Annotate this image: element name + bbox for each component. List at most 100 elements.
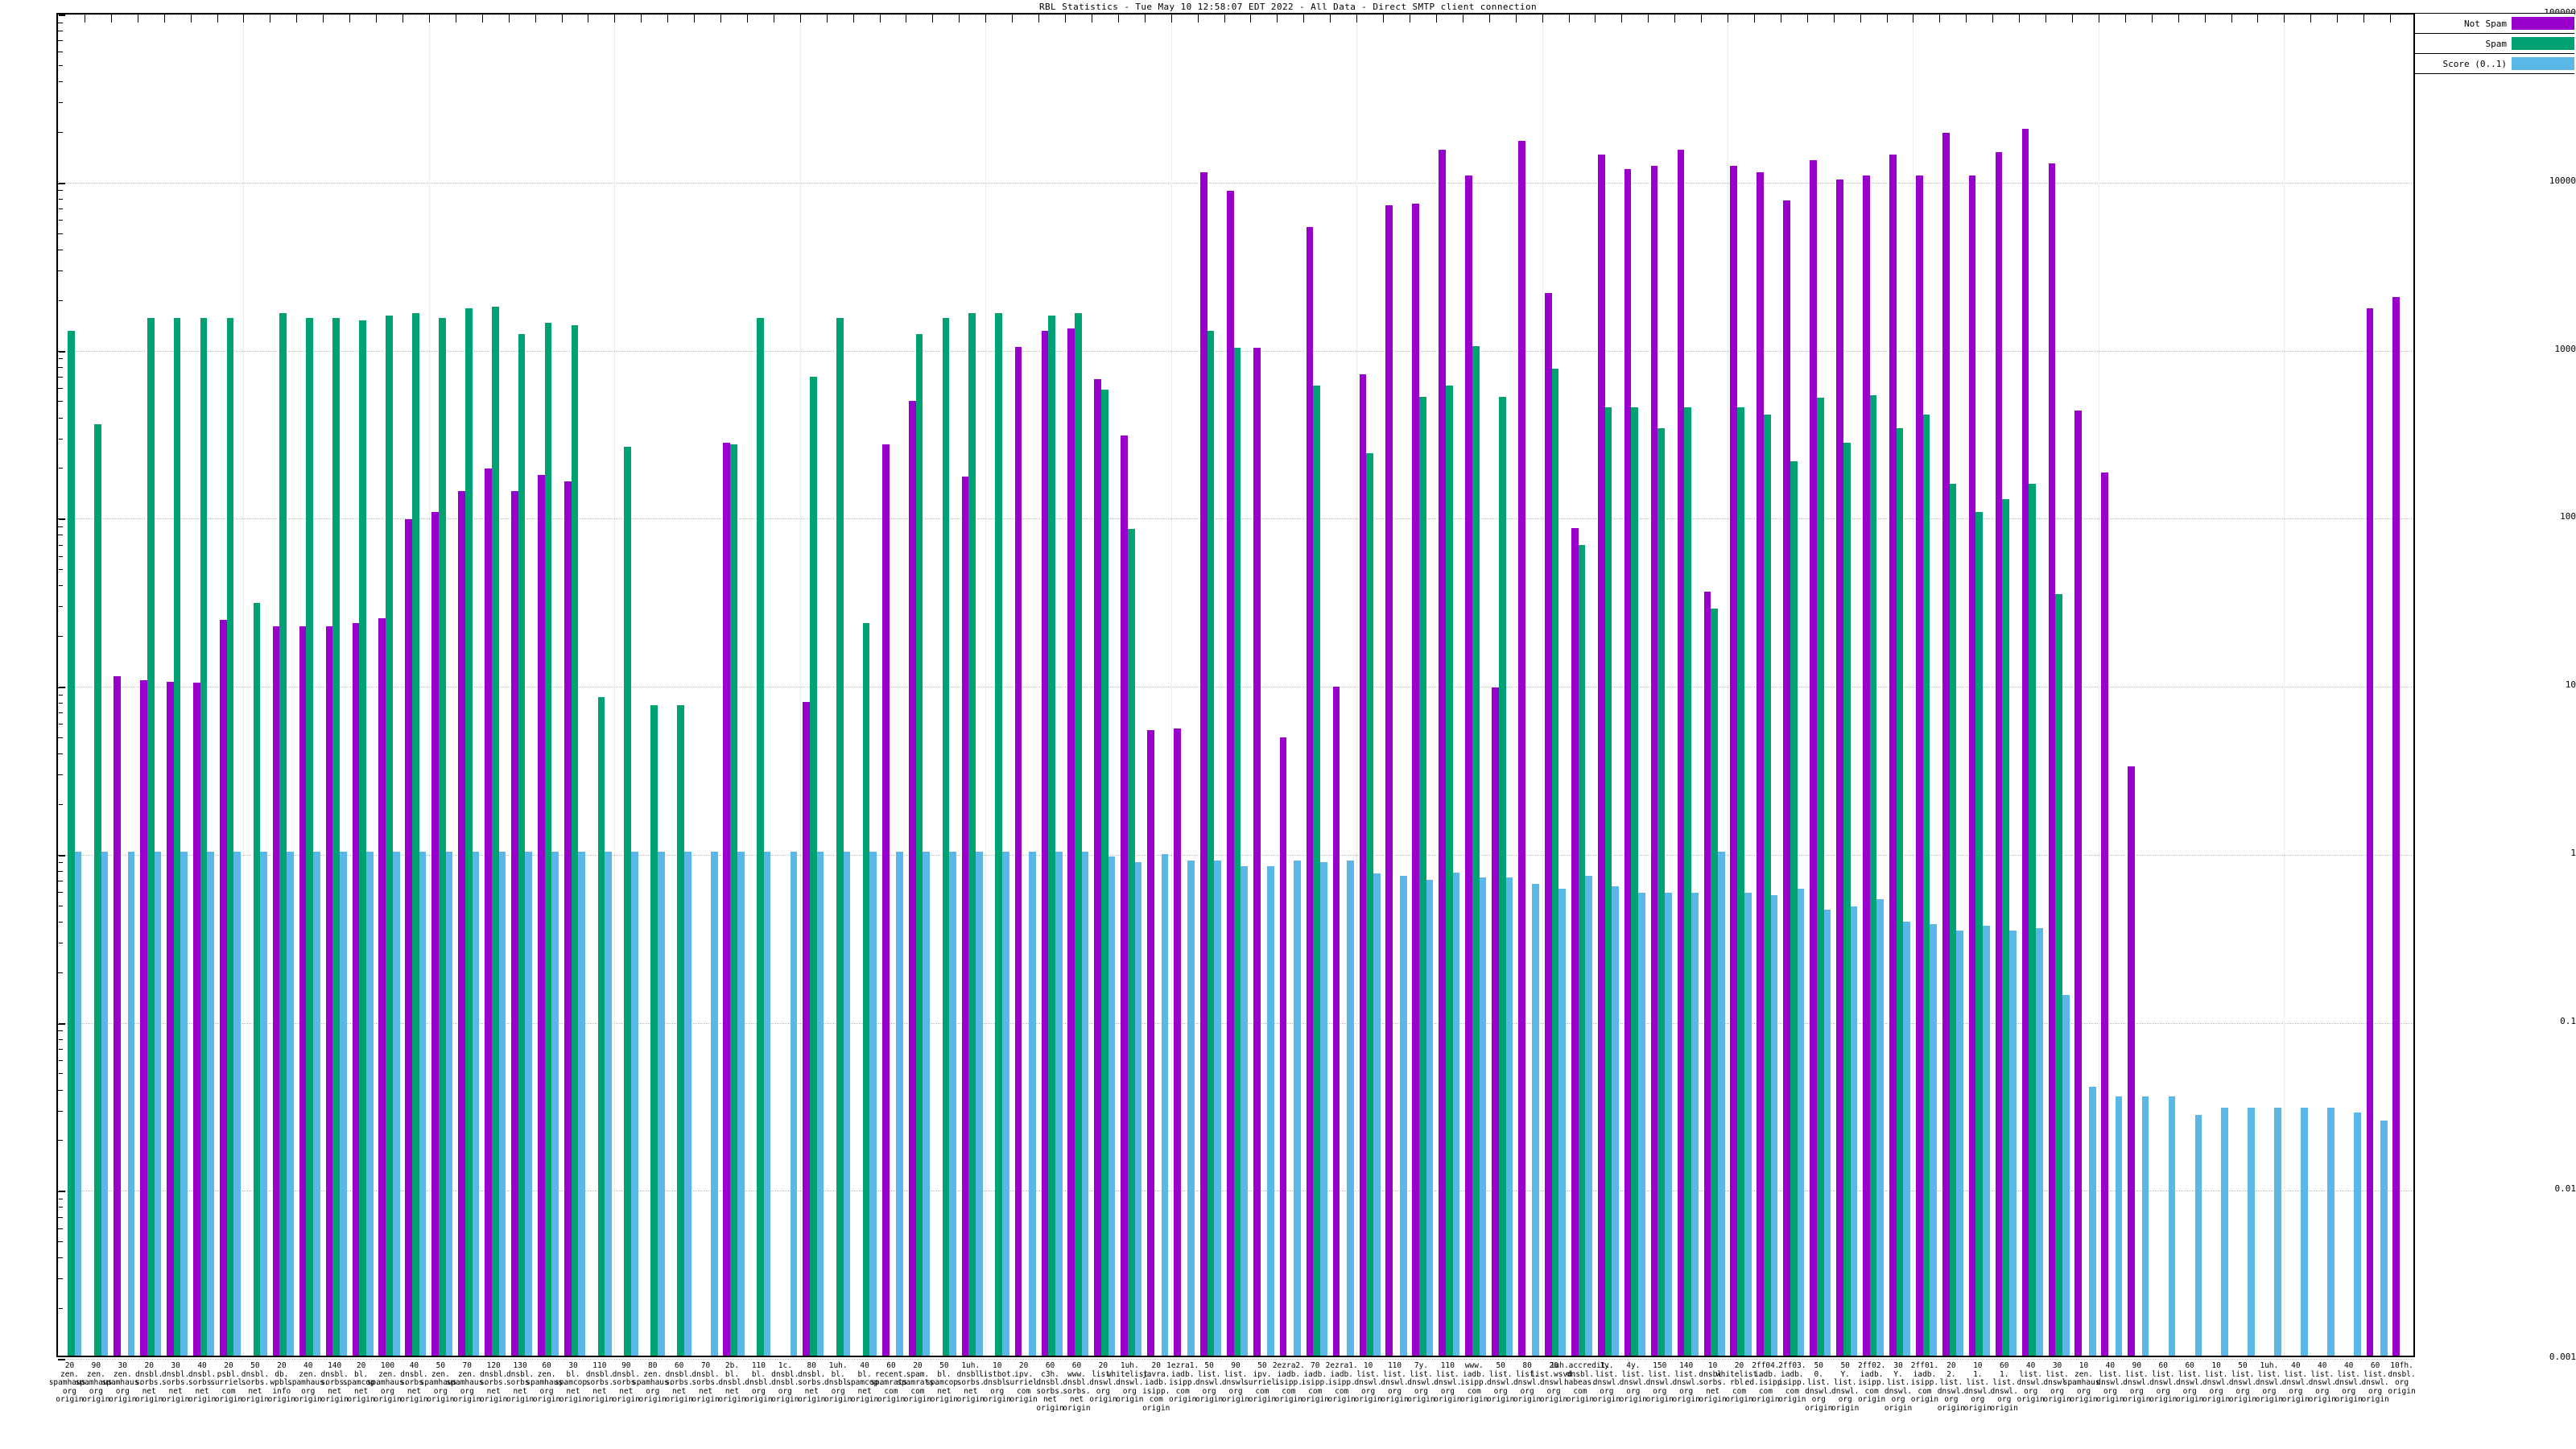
y-tick-minor xyxy=(58,870,63,872)
x-tick-label: 20 list.wsvd. dnswl. org origin xyxy=(1530,1361,1577,1404)
bar-notspam xyxy=(1385,205,1393,1356)
y-tick-minor xyxy=(58,1228,63,1229)
x-tick-label: 50 list. dnswl. org origin xyxy=(1487,1361,1515,1404)
bar-group xyxy=(1677,14,1699,1356)
bar-notspam xyxy=(538,474,545,1356)
bar-spam xyxy=(1551,368,1559,1356)
bar-group xyxy=(1703,14,1725,1356)
y-tick-minor xyxy=(58,366,63,368)
bar-group xyxy=(325,14,347,1356)
bar-score xyxy=(260,851,267,1356)
x-tick xyxy=(879,14,881,23)
y-tick xyxy=(58,854,65,857)
bar-score xyxy=(2354,1112,2361,1356)
y-tick-minor xyxy=(58,1073,63,1075)
x-tick xyxy=(508,14,510,23)
x-tick-label: 2ff04. iadb. ed.isipp. com origin xyxy=(1744,1361,1787,1404)
bar-notspam xyxy=(1783,200,1790,1356)
y-tick-minor xyxy=(58,1140,63,1141)
bar-spam xyxy=(2055,594,2062,1356)
x-tick-label: 60 list. dnswl. org origin xyxy=(2361,1361,2389,1404)
bar-spam xyxy=(1790,461,1798,1356)
x-tick xyxy=(1992,14,1994,23)
y-tick-minor xyxy=(58,81,63,83)
bar-spam xyxy=(332,317,340,1356)
x-tick-label: 40 bl. spamcop. net origin xyxy=(846,1361,883,1404)
x-tick xyxy=(217,14,218,23)
bar-score xyxy=(1532,884,1540,1356)
gridline xyxy=(58,1359,2413,1360)
x-tick-label: 30 list. dnswl. org origin xyxy=(2043,1361,2071,1404)
bar-score xyxy=(419,851,427,1356)
bar-group xyxy=(2021,14,2043,1356)
bar-score xyxy=(2327,1107,2334,1356)
bar-notspam xyxy=(458,490,465,1356)
bar-group xyxy=(1518,14,1540,1356)
x-tick xyxy=(1144,14,1146,23)
bar-group xyxy=(829,14,851,1356)
bar-notspam xyxy=(1650,166,1658,1356)
x-tick-label: 130 dnsbl. sorbs. net origin xyxy=(506,1361,535,1404)
bar-notspam xyxy=(1359,374,1367,1356)
bar-score xyxy=(340,851,347,1356)
bar-score xyxy=(1426,879,1434,1356)
bar-spam xyxy=(1127,529,1135,1356)
bar-score xyxy=(1294,861,1301,1356)
bar-score xyxy=(365,851,374,1356)
bar-spam xyxy=(1816,398,1824,1356)
bar-spam xyxy=(147,317,155,1356)
bar-score xyxy=(1452,872,1460,1356)
bar-group xyxy=(87,14,109,1356)
x-tick xyxy=(799,14,801,23)
x-tick xyxy=(1674,14,1676,23)
bar-spam xyxy=(359,320,366,1356)
x-tick-label: 60 1. list. dnswl. org origin xyxy=(1990,1361,2018,1413)
y-tick-minor xyxy=(58,555,63,557)
x-tick-label: 1c. dnsbl. dnsbl. org origin xyxy=(771,1361,799,1404)
y-tick-minor xyxy=(58,358,63,360)
bar-spam xyxy=(571,325,579,1356)
y-tick xyxy=(58,182,65,184)
legend-swatch-not-spam xyxy=(2512,17,2574,30)
bar-spam xyxy=(226,317,234,1356)
x-tick-label: 60 c3h. dnsbl. sorbs. net origin xyxy=(1036,1361,1064,1413)
x-tick xyxy=(1224,14,1225,23)
bar-notspam xyxy=(2392,296,2401,1356)
bar-score xyxy=(1690,892,1699,1356)
bar-notspam xyxy=(1094,378,1102,1356)
x-tick-label: 30 dnsbl. sorbs. net origin xyxy=(161,1361,190,1404)
x-tick-label: 90 zen. spamhaus. org origin xyxy=(75,1361,118,1404)
bar-score xyxy=(843,851,851,1356)
x-tick xyxy=(1170,14,1172,23)
bar-group xyxy=(2340,14,2361,1356)
vertical-gridline xyxy=(985,14,987,1356)
bar-notspam xyxy=(1041,330,1049,1356)
bar-notspam xyxy=(1332,686,1340,1356)
bar-group xyxy=(485,14,506,1356)
bar-spam xyxy=(836,317,844,1356)
x-tick xyxy=(1515,14,1517,23)
y-tick-minor xyxy=(58,1308,63,1310)
x-tick-label: 1uh.accredit. dnsbl. habeas. com origin xyxy=(1550,1361,1611,1404)
bar-score xyxy=(1267,865,1274,1356)
bar-group xyxy=(1968,14,1990,1356)
x-tick-label: 2ff02. iadb. isipp. com origin xyxy=(1857,1361,1886,1404)
x-tick xyxy=(932,14,934,23)
bar-notspam xyxy=(1121,435,1128,1356)
y-tick-minor xyxy=(58,753,63,755)
x-tick-label: 10 dnsbl. sorbs. net origin xyxy=(1699,1361,1727,1404)
bar-spam xyxy=(1764,414,1771,1356)
bar-notspam xyxy=(1067,328,1075,1356)
y-tick-minor xyxy=(58,1241,63,1243)
bar-group xyxy=(1650,14,1672,1356)
y-tick xyxy=(58,687,65,688)
bar-group xyxy=(749,14,771,1356)
vertical-gridline xyxy=(799,14,801,1356)
x-tick xyxy=(1860,14,1861,23)
x-tick-label: 40 zen. spamhaus. org origin xyxy=(287,1361,329,1404)
x-tick xyxy=(2072,14,2074,23)
y-tick-minor xyxy=(58,131,63,133)
bar-group xyxy=(1200,14,1222,1356)
y-tick-minor xyxy=(58,972,63,973)
legend-label-spam: Spam xyxy=(2485,38,2508,49)
